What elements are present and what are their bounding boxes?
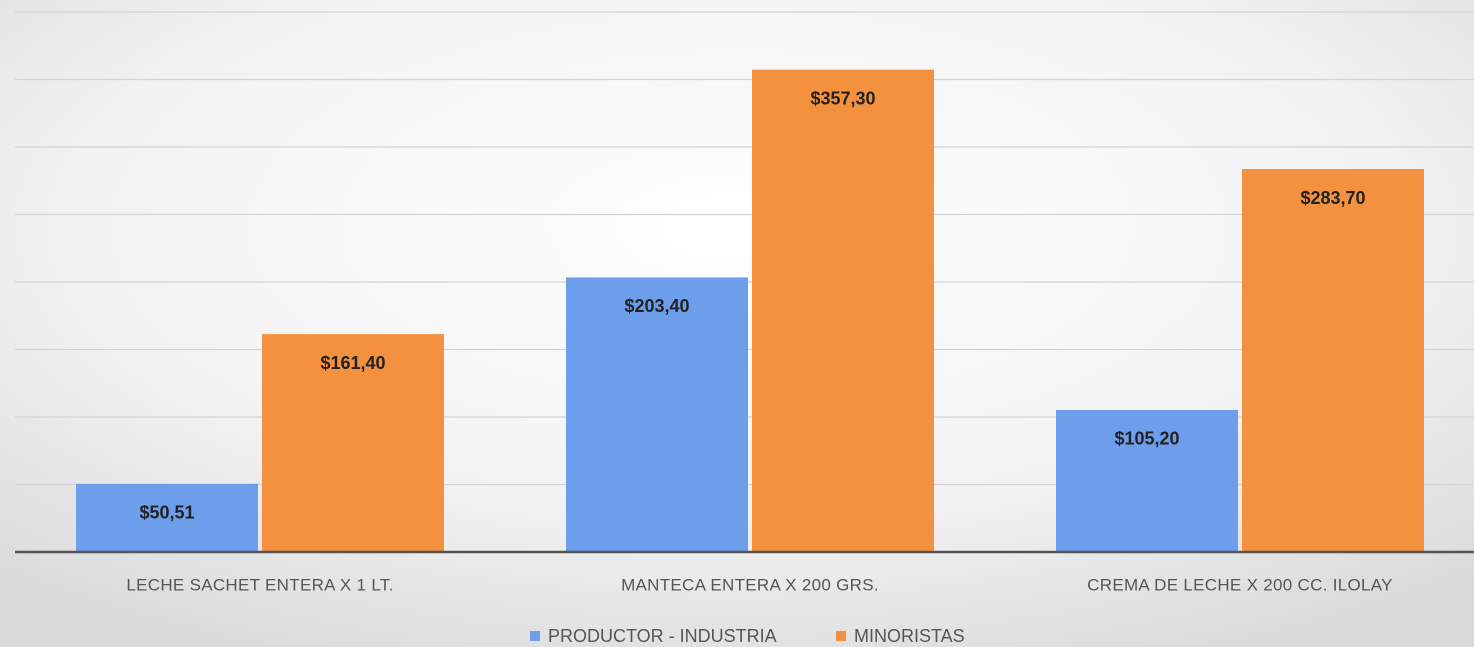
bar [566,277,748,552]
bar [76,483,258,552]
x-tick-label: CREMA DE LECHE X 200 CC. ILOLAY [1087,575,1393,594]
legend-swatch [530,631,540,641]
x-tick-label: LECHE SACHET ENTERA X 1 LT. [126,575,393,594]
data-label: $203,40 [624,296,689,316]
data-label: $161,40 [320,353,385,373]
data-label: $357,30 [810,88,875,108]
legend-swatch [836,631,846,641]
data-label: $50,51 [139,503,194,523]
legend-label: PRODUCTOR - INDUSTRIA [548,626,777,646]
legend-label: MINORISTAS [854,626,965,646]
bar [1056,409,1238,552]
bar [262,334,444,552]
data-label: $283,70 [1300,188,1365,208]
bar [1242,169,1424,552]
bar [752,69,934,553]
data-label: $105,20 [1114,429,1179,449]
x-tick-label: MANTECA ENTERA X 200 GRS. [621,575,879,594]
